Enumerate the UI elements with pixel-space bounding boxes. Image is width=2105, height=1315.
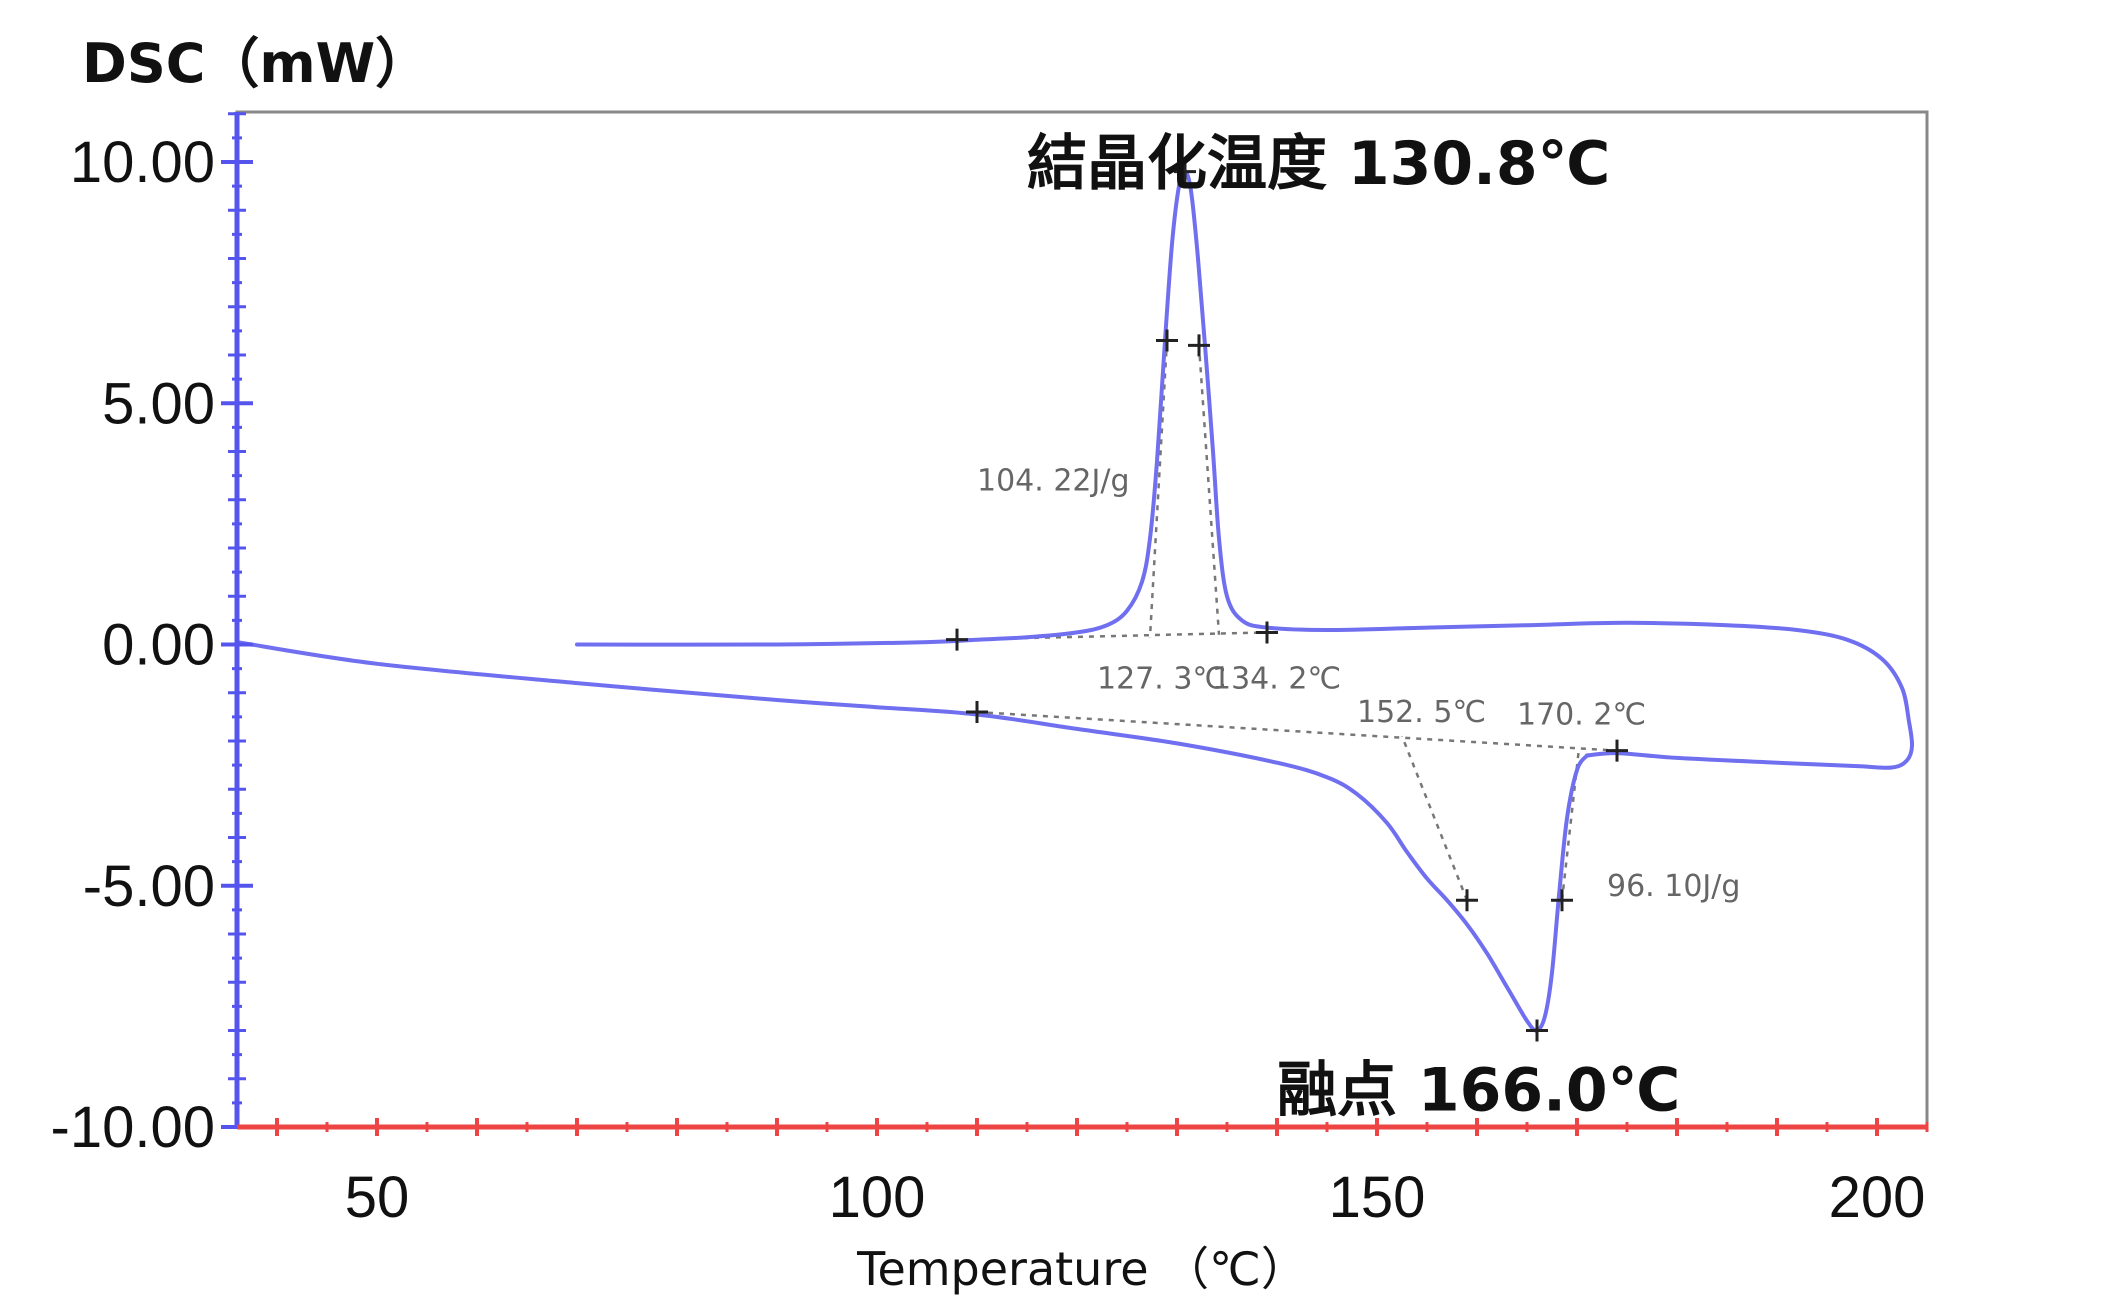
y-tick-label: -10.00 — [51, 1095, 215, 1160]
peak-annotation: 融点 166.0℃ — [1277, 1055, 1680, 1125]
series-line-heating — [235, 640, 1589, 1033]
curves — [235, 169, 1915, 1033]
value-annotation: 96. 10J/g — [1607, 869, 1740, 904]
y-tick-label: 0.00 — [102, 613, 215, 678]
extrapolation-lines — [1148, 340, 1581, 901]
tick-labels: 10.00 5.00 0.00 -5.00 -10.00 50 100 150 200 — [51, 130, 1926, 1230]
baseline-1 — [976, 710, 1618, 752]
series-line-cooling — [575, 169, 1915, 770]
x-tick-label: 150 — [1329, 1165, 1426, 1230]
marker-3 — [1606, 739, 1628, 762]
value-annotation: 170. 2℃ — [1517, 697, 1646, 732]
y-tick-label: 10.00 — [70, 130, 215, 195]
y-axis-label: DSC（mW） — [82, 32, 429, 95]
value-annotation: 127. 3℃ — [1097, 661, 1226, 696]
marker-8 — [1551, 889, 1573, 912]
baseline-0 — [956, 631, 1268, 641]
plot-frame — [235, 110, 1929, 1129]
marker-0 — [946, 628, 968, 651]
extrapolation-line-3 — [1560, 748, 1581, 901]
marker-6 — [1174, 160, 1196, 183]
x-tick-label: 100 — [829, 1165, 926, 1230]
marker-7 — [1456, 889, 1478, 912]
value-annotation: 104. 22J/g — [977, 463, 1130, 498]
x-axis-label: Temperature （℃） — [856, 1242, 1307, 1296]
value-annotation: 152. 5℃ — [1357, 695, 1486, 730]
extrapolation-line-2 — [1400, 735, 1469, 901]
y-tick-label: -5.00 — [83, 854, 215, 919]
x-axis — [237, 1118, 1929, 1136]
marker-5 — [1188, 334, 1210, 357]
value-annotation: 134. 2℃ — [1212, 661, 1341, 696]
x-tick-label: 200 — [1829, 1165, 1926, 1230]
markers — [946, 160, 1628, 1042]
marker-1 — [1256, 621, 1278, 644]
marker-9 — [1526, 1019, 1548, 1042]
extrapolation-line-1 — [1197, 345, 1221, 635]
y-tick-label: 5.00 — [102, 371, 215, 436]
annotations: 結晶化温度 130.8℃ 融点 166.0℃ 104. 22J/g 127. 3℃13… — [977, 129, 1740, 1125]
peak-annotation: 結晶化温度 130.8℃ — [1027, 129, 1610, 199]
marker-4 — [1156, 329, 1178, 352]
baselines — [956, 631, 1618, 752]
marker-2 — [966, 701, 988, 724]
x-tick-label: 50 — [345, 1165, 410, 1230]
